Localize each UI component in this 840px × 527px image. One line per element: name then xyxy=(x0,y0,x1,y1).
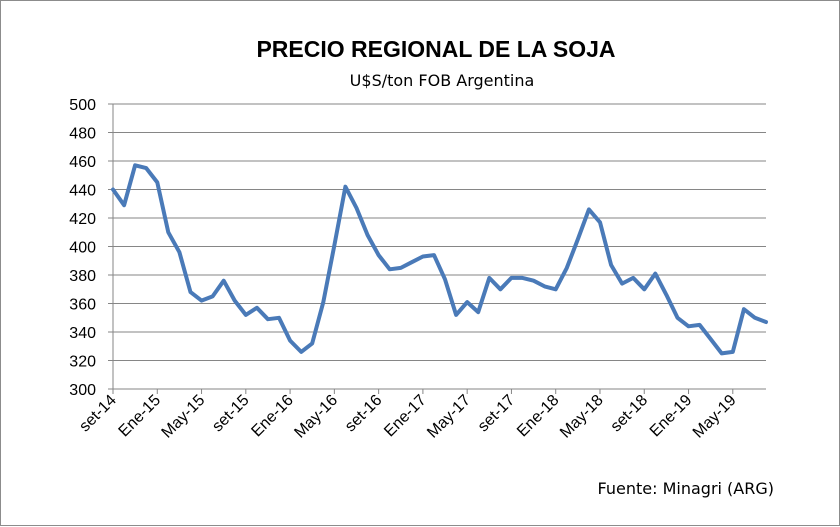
x-tick-label: set-18 xyxy=(608,392,652,436)
data-point xyxy=(266,318,269,321)
data-point xyxy=(134,164,137,167)
x-tick-label: May-17 xyxy=(424,392,474,442)
y-tick-label: 400 xyxy=(69,240,96,257)
data-point xyxy=(698,323,701,326)
y-tick-label: 500 xyxy=(69,97,96,114)
y-tick-label: 420 xyxy=(69,211,96,228)
data-point xyxy=(399,266,402,269)
data-point xyxy=(200,299,203,302)
data-point xyxy=(587,208,590,211)
data-point xyxy=(621,282,624,285)
data-point xyxy=(731,350,734,353)
data-point xyxy=(709,338,712,341)
data-point xyxy=(322,301,325,304)
data-point xyxy=(643,288,646,291)
data-point xyxy=(477,311,480,314)
data-point xyxy=(753,316,756,319)
data-point xyxy=(765,321,768,324)
x-tick-label: set-16 xyxy=(342,392,386,436)
data-point xyxy=(156,181,159,184)
y-tick-labels: 300 320 340 360 380 400 420 440 460 480 500 xyxy=(69,97,113,399)
x-tick-label: May-15 xyxy=(159,392,209,442)
x-tick-label: Ene-18 xyxy=(514,392,563,441)
data-point xyxy=(576,238,579,241)
x-tick-label: May-18 xyxy=(557,392,607,442)
data-point xyxy=(145,167,148,170)
data-point xyxy=(233,299,236,302)
y-tick-label: 380 xyxy=(69,268,96,285)
data-point xyxy=(178,251,181,254)
data-point xyxy=(278,316,281,319)
x-tick-label: set-17 xyxy=(475,392,519,436)
price-series-line xyxy=(111,163,768,356)
data-point xyxy=(554,288,557,291)
y-tick-label: 460 xyxy=(69,154,96,171)
data-point xyxy=(333,244,336,247)
data-point xyxy=(377,254,380,257)
y-tick-label: 320 xyxy=(69,354,96,371)
data-point xyxy=(255,306,258,309)
y-tick-label: 440 xyxy=(69,183,96,200)
data-point xyxy=(410,261,413,264)
y-tick-label: 340 xyxy=(69,325,96,342)
data-point xyxy=(222,279,225,282)
data-point xyxy=(543,285,546,288)
data-point xyxy=(521,276,524,279)
data-point xyxy=(432,254,435,257)
x-tick-label: set-15 xyxy=(209,392,253,436)
data-point xyxy=(654,272,657,275)
x-tick-label: Ene-19 xyxy=(647,392,696,441)
gridlines xyxy=(113,103,766,361)
data-point xyxy=(123,204,126,207)
data-point xyxy=(366,234,369,237)
data-point xyxy=(565,266,568,269)
data-point xyxy=(289,339,292,342)
chart-title: PRECIO REGIONAL DE LA SOJA xyxy=(256,36,615,62)
data-point xyxy=(344,185,347,188)
data-point xyxy=(388,268,391,271)
data-point xyxy=(598,221,601,224)
data-point xyxy=(421,255,424,258)
y-tick-label: 300 xyxy=(69,382,96,399)
data-point xyxy=(742,308,745,311)
x-tick-label: May-16 xyxy=(291,392,341,442)
x-tick-label: Ene-15 xyxy=(116,392,165,441)
y-tick-label: 480 xyxy=(69,126,96,143)
x-tick-label: Ene-16 xyxy=(248,392,297,441)
source-note: Fuente: Minagri (ARG) xyxy=(598,479,774,498)
data-point xyxy=(532,279,535,282)
data-point xyxy=(466,301,469,304)
data-point xyxy=(444,278,447,281)
data-point xyxy=(355,207,358,210)
data-point xyxy=(665,293,668,296)
data-point xyxy=(510,276,513,279)
chart-subtitle: U$S/ton FOB Argentina xyxy=(350,71,535,90)
data-point xyxy=(687,325,690,328)
x-tick-label: Ene-17 xyxy=(381,392,430,441)
data-point xyxy=(488,276,491,279)
data-point xyxy=(300,350,303,353)
x-tick-label: May-19 xyxy=(690,392,740,442)
data-point xyxy=(167,231,170,234)
data-point xyxy=(211,295,214,298)
data-point xyxy=(499,288,502,291)
data-point xyxy=(676,316,679,319)
data-point xyxy=(311,342,314,345)
data-point xyxy=(455,313,458,316)
series-layer xyxy=(111,163,768,356)
data-point xyxy=(632,276,635,279)
data-point xyxy=(720,352,723,355)
data-point xyxy=(610,264,613,267)
data-point xyxy=(189,291,192,294)
data-point xyxy=(112,188,115,191)
y-tick-label: 360 xyxy=(69,297,96,314)
data-point xyxy=(244,313,247,316)
